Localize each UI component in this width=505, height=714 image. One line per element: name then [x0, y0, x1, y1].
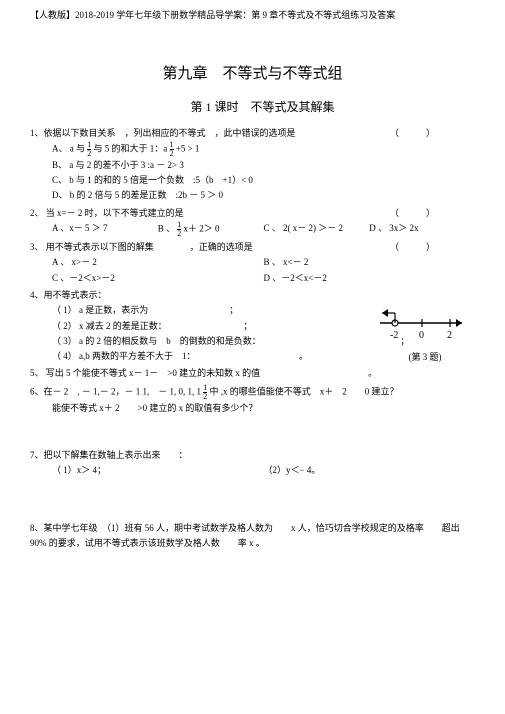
q2-b-after: x＋ 2＞ 0 — [184, 224, 220, 234]
q1-stem: 1、依据以下数目关系 ，列出相应的不等式 ，此中错误的选项是 — [30, 128, 296, 138]
chapter-title: 第九章 不等式与不等式组 — [30, 62, 475, 86]
worksheet-page: 【人教版】2018-2019 学年七年级下册数学精品导学案：第 9 章不等式及不… — [0, 0, 505, 573]
tick-label: 2 — [447, 330, 452, 341]
q7-p2: （2）y＜− 4。 — [264, 463, 476, 478]
answer-paren: （ ） — [390, 240, 435, 255]
question-8: 8、某中学七年级 （1）班有 56 人，期中考试数学及格人数为 x 人，恰巧切合… — [30, 521, 475, 552]
q1-a-mid: 与 5 的和大于 1：a — [94, 143, 168, 153]
q2-d: D 、 3x＞ 2x — [369, 221, 475, 238]
fraction-icon: 12 — [203, 384, 207, 401]
q7-stem: 7、把以下解集在数轴上表示出来 ： — [30, 448, 475, 463]
question-5: 5、 写出 5 个能使不等式 x－ 1－ >0 建立的未知数 x 的值 。 — [30, 366, 475, 381]
q6-line2: 能使不等式 x＋ 2 >0 建立的 x 的取值有多少个？ — [30, 401, 475, 416]
fraction-icon: 12 — [170, 141, 174, 158]
question-7: 7、把以下解集在数轴上表示出来 ： （ 1）x＞ 4； （2）y＜− 4。 — [30, 448, 475, 479]
q1-b: B、 a 与 2 的差不小于 3 :a － 2> 3 — [30, 158, 475, 173]
q2-c: C 、 2( x－ 2) ＞－ 2 — [264, 221, 370, 238]
doc-header: 【人教版】2018-2019 学年七年级下册数学精品导学案：第 9 章不等式及不… — [30, 8, 475, 22]
q6-after: 中 ,x 的哪些值能使不等式 x＋ 2 0 建立？ — [210, 386, 399, 396]
question-1: 1、依据以下数目关系 ，列出相应的不等式 ，此中错误的选项是 （ ） A、 a … — [30, 126, 475, 204]
q4-stem: 4、用不等式表示： — [30, 288, 475, 303]
diagram-caption: (第 3 题) — [380, 350, 470, 363]
q3-stem: 3、 用不等式表示以下图的解集 ，正确的选项是 — [30, 242, 253, 252]
tick-label: 0 — [419, 330, 424, 341]
question-2: 2、 当 x=－ 2 时，以下不等式建立的是 （ ） A 、x－ 5 ＞ 7 B… — [30, 206, 475, 238]
tick-label: -2 — [390, 330, 398, 341]
q2-stem: 2、 当 x=－ 2 时，以下不等式建立的是 — [30, 208, 184, 218]
q3-a: A 、 x>－ 2 — [52, 255, 264, 270]
q2-a: A 、x－ 5 ＞ 7 — [52, 221, 158, 238]
q1-a-pre: A、 a 与 — [52, 143, 85, 153]
q3-d: D 、－2＜x<－2 — [264, 271, 476, 286]
q1-a-after: +5 > 1 — [176, 143, 200, 153]
q1-d: D、 b 的 2 倍与 5 的差是正数 :2b － 5 ＞ 0 — [30, 188, 475, 203]
fraction-icon: 12 — [87, 141, 91, 158]
question-6: 6、在－ 2 , － 1,－ 2，－ 1 1, － 1, 0, 1, 1 12 … — [30, 384, 475, 416]
numberline-diagram: -2 0 2 (第 3 题) — [380, 305, 470, 363]
q6-pre: 6、在－ 2 , － 1,－ 2，－ 1 1, － 1, 0, 1, 1 — [30, 386, 201, 396]
answer-paren: （ ） — [390, 126, 435, 141]
question-3: 3、 用不等式表示以下图的解集 ，正确的选项是 （ ） A 、 x>－ 2 B … — [30, 240, 475, 286]
q1-c: C、 b 与 1 的和的 5 倍是一个负数 :5（b +1）< 0 — [30, 173, 475, 188]
section-title: 第 1 课时 不等式及其解集 — [30, 98, 475, 117]
q3-c: C 、－2＜x>－2 — [52, 271, 264, 286]
q2-b-pre: B 、 — [158, 224, 175, 234]
q3-b: B 、 x<－ 2 — [264, 255, 476, 270]
fraction-icon: 12 — [177, 221, 181, 238]
numberline-svg: -2 0 2 — [380, 305, 470, 345]
answer-paren: （ ） — [390, 206, 435, 221]
q7-p1: （ 1）x＞ 4； — [52, 463, 264, 478]
